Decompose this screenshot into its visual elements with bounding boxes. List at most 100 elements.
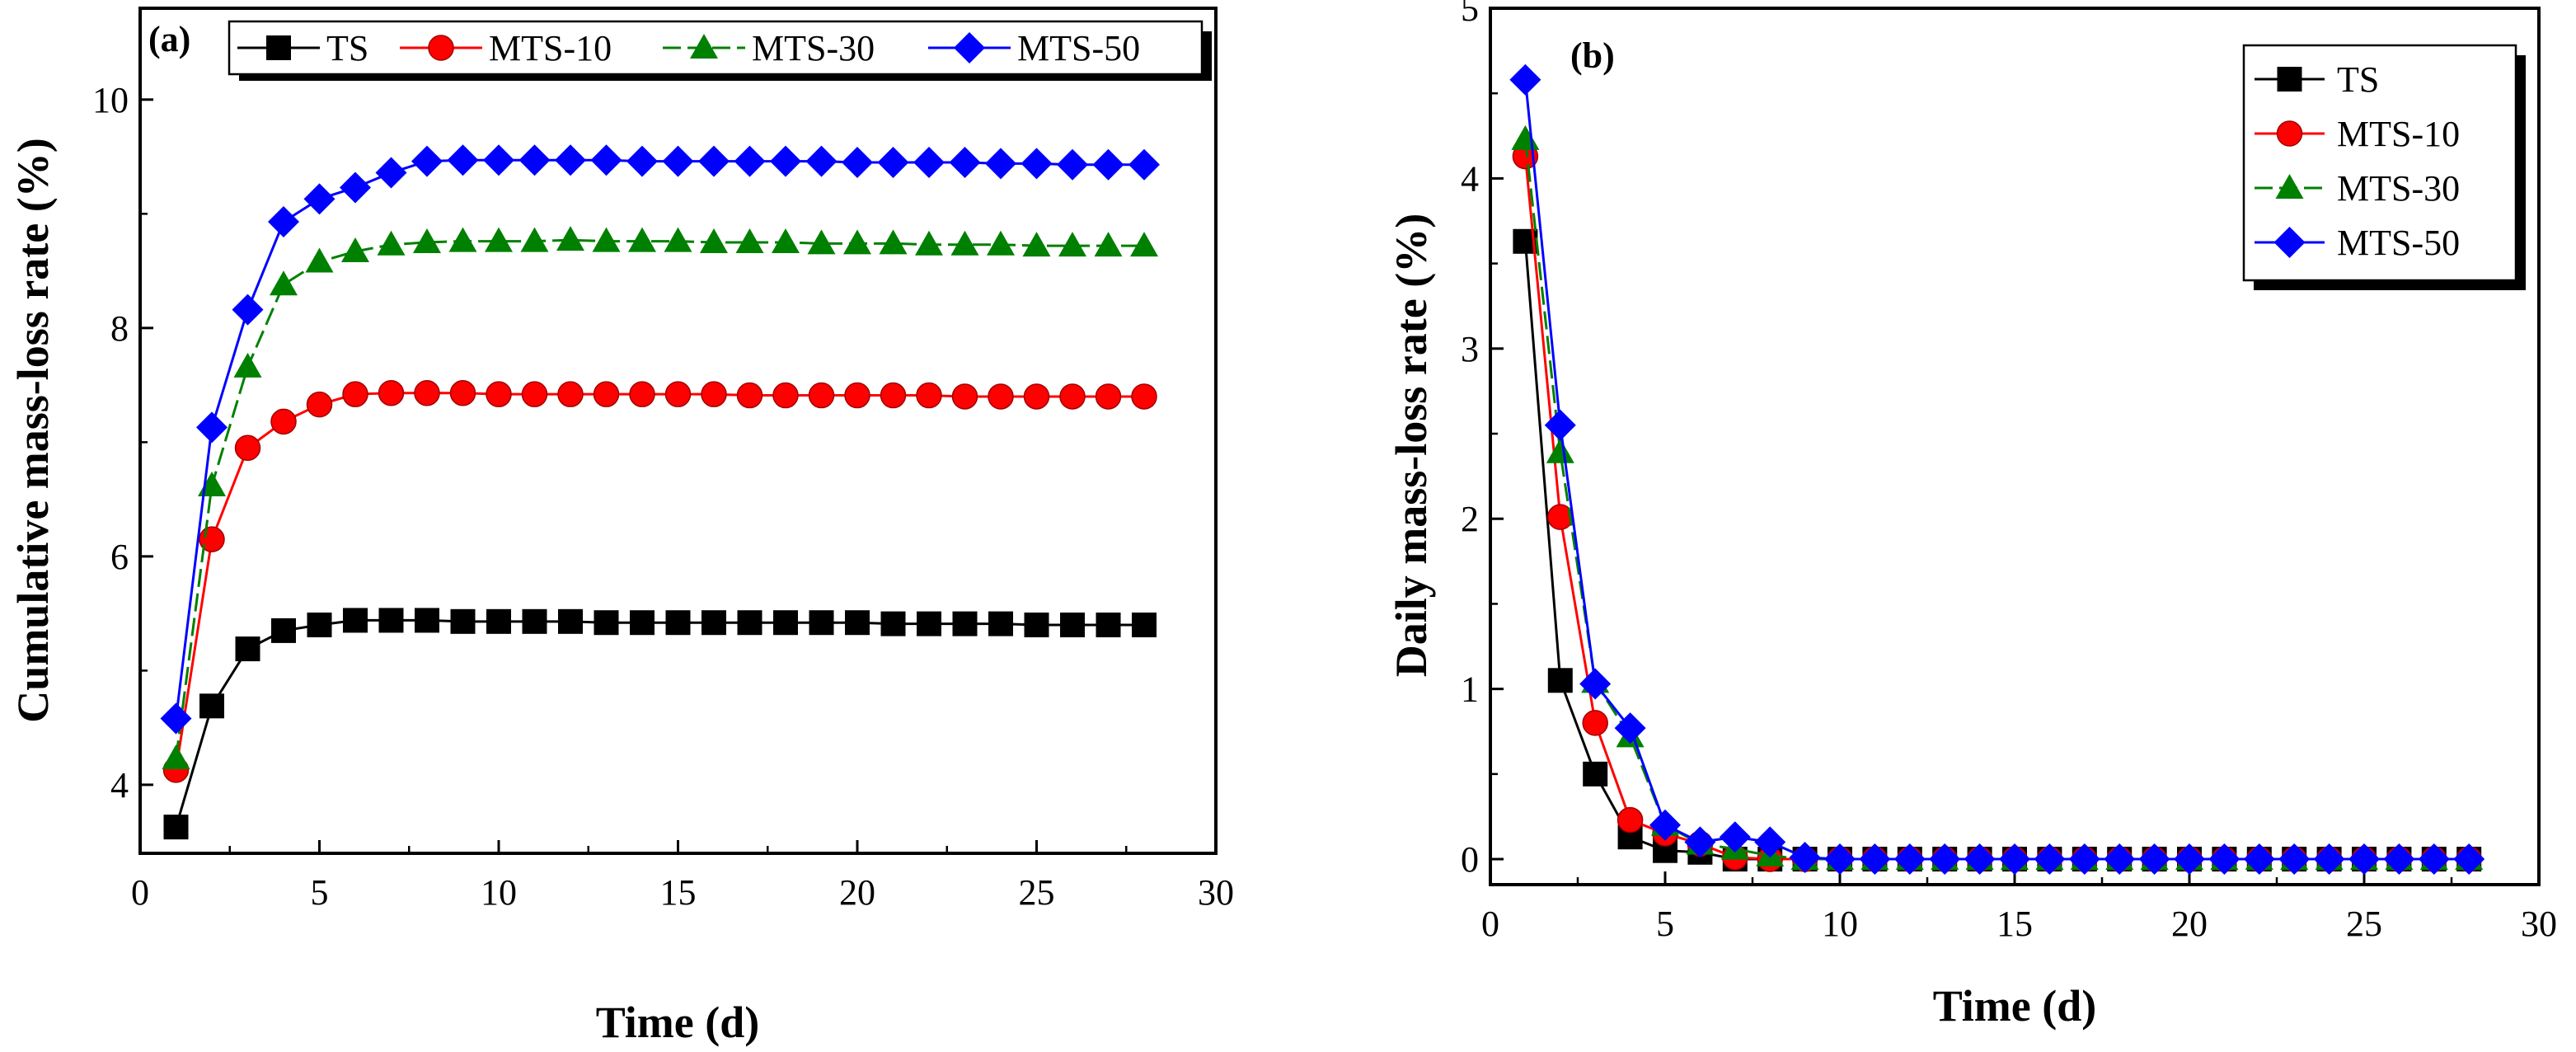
- y-tick-label: 6: [110, 537, 129, 577]
- data-point-mts-50: [196, 411, 228, 444]
- data-point-mts-50: [268, 206, 299, 238]
- data-point-mts-30: [520, 227, 549, 252]
- data-point-ts: [486, 608, 511, 634]
- series-mts-10: [162, 380, 1157, 783]
- series-ts: [1513, 228, 2482, 872]
- data-point-mts-10: [1616, 806, 1644, 834]
- data-point-mts-50: [2174, 843, 2205, 876]
- data-point-mts-30: [162, 744, 190, 770]
- legend-label-mts-30: MTS-30: [2337, 168, 2460, 209]
- data-point-mts-50: [805, 145, 838, 177]
- data-point-mts-10: [486, 381, 512, 407]
- data-point-mts-50: [877, 146, 909, 178]
- data-point-ts: [737, 610, 762, 636]
- data-point-ts: [630, 610, 655, 636]
- data-point-mts-50: [1929, 843, 1961, 876]
- legend-marker-mts-10: [2276, 120, 2303, 147]
- data-point-ts: [845, 610, 870, 636]
- data-point-mts-30: [700, 228, 728, 253]
- data-point-ts: [1583, 761, 1608, 787]
- series-mts-50: [1509, 63, 2485, 876]
- data-point-mts-50: [411, 145, 443, 177]
- data-point-ts: [665, 610, 691, 636]
- x-tick-label: 5: [1656, 904, 1674, 944]
- panel-label: (a): [148, 19, 190, 59]
- data-point-mts-50: [770, 145, 801, 177]
- data-point-ts: [163, 815, 189, 840]
- data-point-ts: [773, 610, 798, 636]
- data-point-mts-10: [234, 434, 261, 462]
- data-point-mts-30: [1058, 232, 1086, 257]
- data-point-mts-30: [305, 247, 334, 273]
- data-point-mts-10: [772, 382, 799, 409]
- data-point-mts-50: [842, 146, 873, 178]
- data-point-mts-30: [1094, 232, 1123, 257]
- data-point-mts-10: [880, 382, 907, 409]
- data-point-mts-50: [590, 144, 622, 176]
- data-point-mts-50: [483, 144, 514, 176]
- data-point-mts-30: [341, 237, 369, 263]
- data-point-ts: [271, 618, 296, 643]
- x-tick-label: 10: [481, 872, 517, 913]
- data-point-ts: [701, 610, 726, 636]
- legend-label-ts: TS: [326, 28, 368, 68]
- series-line-mts-50: [175, 158, 1144, 719]
- data-point-ts: [880, 611, 906, 636]
- data-point-mts-50: [447, 144, 479, 176]
- panel-b-chart: 0 5 10 15 20 25 30 0 1 2 3 4 5 (b) TS MTS-10 MTS-30 MTS…: [1387, 0, 2557, 1031]
- data-point-mts-10: [449, 380, 476, 406]
- data-point-mts-50: [2243, 843, 2275, 876]
- data-point-mts-50: [2138, 843, 2170, 876]
- legend-shadow: [2516, 55, 2526, 290]
- x-tick-label: 15: [660, 872, 697, 913]
- series-group: [1509, 63, 2485, 876]
- data-point-mts-30: [1546, 438, 1574, 463]
- data-point-mts-50: [1789, 841, 1821, 873]
- data-point-mts-50: [1719, 821, 1751, 853]
- plot-frame: [138, 7, 1218, 855]
- data-point-ts: [917, 611, 941, 636]
- data-point-mts-30: [233, 352, 262, 378]
- data-point-ts: [1547, 668, 1573, 693]
- data-point-ts: [558, 608, 583, 634]
- data-point-ts: [307, 612, 332, 637]
- series-line-mts-30: [175, 238, 1144, 759]
- x-tick-label: 10: [1822, 904, 1858, 944]
- legend-marker-mts-30: [690, 34, 718, 59]
- data-point-mts-50: [232, 294, 264, 326]
- legend-shadow: [2254, 280, 2526, 290]
- data-point-ts: [1132, 612, 1157, 637]
- data-point-mts-50: [2104, 843, 2136, 876]
- data-point-mts-10: [951, 383, 978, 410]
- y-tick-label: 8: [110, 308, 129, 349]
- data-point-mts-50: [160, 702, 192, 735]
- data-point-mts-10: [270, 408, 297, 435]
- x-tick-label: 0: [131, 872, 149, 913]
- data-point-mts-10: [306, 391, 333, 418]
- series-mts-50: [160, 144, 1160, 735]
- data-point-mts-50: [1893, 843, 1926, 876]
- x-tick-label: 30: [1198, 872, 1234, 913]
- data-point-mts-30: [664, 227, 692, 252]
- x-tick-label: 0: [1481, 904, 1499, 944]
- data-point-mts-30: [772, 228, 800, 253]
- data-point-mts-50: [2068, 843, 2100, 876]
- legend: TS MTS-10 MTS-30 MTS-50: [228, 20, 1212, 81]
- legend-marker-ts: [266, 35, 291, 60]
- data-point-mts-30: [628, 227, 656, 252]
- legend: TS MTS-10 MTS-30 MTS-50: [2242, 44, 2526, 290]
- data-point-mts-50: [1057, 148, 1088, 181]
- data-point-mts-30: [198, 471, 226, 496]
- data-point-mts-10: [701, 381, 727, 407]
- legend-marker-mts-30: [2275, 174, 2304, 199]
- data-point-mts-50: [1964, 843, 1996, 876]
- y-tick-label: 0: [1461, 839, 1479, 880]
- legend-shadow: [1202, 31, 1212, 81]
- data-point-mts-50: [1824, 843, 1856, 876]
- data-point-ts: [199, 693, 224, 719]
- data-point-mts-30: [377, 230, 406, 256]
- legend-shadow: [239, 74, 1212, 81]
- data-point-mts-50: [518, 144, 551, 176]
- y-axis-label: Cumulative mass-loss rate (%): [8, 138, 58, 722]
